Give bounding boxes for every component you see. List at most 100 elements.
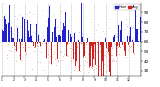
Bar [67, 42, 68, 44]
Bar [118, 25, 119, 42]
Bar [85, 17, 86, 42]
Bar [49, 6, 50, 42]
Bar [112, 42, 113, 58]
Bar [43, 41, 44, 42]
Bar [30, 24, 31, 42]
Bar [109, 42, 110, 72]
Bar [116, 42, 117, 56]
Bar [20, 42, 21, 60]
Bar [9, 5, 10, 42]
Bar [114, 35, 115, 42]
Bar [7, 42, 8, 54]
Bar [65, 12, 66, 42]
Bar [130, 27, 131, 42]
Bar [54, 27, 55, 42]
Bar [120, 30, 121, 42]
Bar [74, 33, 75, 42]
Bar [119, 42, 120, 47]
Bar [70, 34, 71, 42]
Bar [102, 42, 103, 61]
Bar [25, 42, 26, 52]
Bar [125, 42, 126, 56]
Bar [36, 24, 37, 42]
Bar [105, 38, 106, 42]
Bar [73, 42, 74, 59]
Bar [131, 42, 132, 45]
Bar [100, 42, 101, 45]
Bar [87, 37, 88, 42]
Bar [122, 42, 123, 46]
Bar [104, 34, 105, 42]
Bar [129, 36, 130, 42]
Bar [13, 38, 14, 42]
Bar [97, 42, 98, 43]
Bar [16, 42, 17, 51]
Bar [94, 42, 95, 44]
Bar [33, 42, 34, 46]
Bar [92, 42, 93, 67]
Bar [137, 29, 138, 42]
Bar [19, 39, 20, 42]
Bar [4, 15, 5, 42]
Bar [35, 42, 36, 47]
Bar [76, 42, 77, 61]
Bar [38, 35, 39, 42]
Bar [62, 30, 63, 42]
Bar [91, 42, 92, 46]
Bar [86, 42, 87, 43]
Bar [107, 42, 108, 64]
Bar [90, 42, 91, 66]
Bar [124, 42, 125, 51]
Bar [83, 42, 84, 57]
Bar [57, 42, 58, 59]
Bar [113, 37, 114, 42]
Bar [3, 31, 4, 42]
Bar [68, 30, 69, 42]
Bar [133, 42, 134, 53]
Bar [71, 37, 72, 42]
Bar [135, 7, 136, 42]
Bar [77, 42, 78, 66]
Bar [14, 42, 15, 46]
Bar [10, 27, 11, 42]
Bar [136, 29, 137, 42]
Bar [11, 27, 12, 42]
Legend: Hum, Avg: Hum, Avg [114, 4, 139, 10]
Bar [17, 28, 18, 42]
Bar [60, 36, 61, 42]
Bar [51, 42, 52, 64]
Bar [81, 3, 82, 42]
Bar [138, 41, 139, 42]
Bar [101, 42, 102, 85]
Bar [5, 19, 6, 42]
Bar [79, 42, 80, 71]
Bar [127, 36, 128, 42]
Bar [110, 42, 111, 83]
Bar [78, 40, 79, 42]
Bar [21, 39, 22, 42]
Bar [108, 42, 109, 52]
Bar [82, 37, 83, 42]
Bar [59, 35, 60, 42]
Bar [106, 42, 107, 48]
Bar [98, 42, 99, 81]
Bar [95, 42, 96, 65]
Bar [12, 38, 13, 42]
Bar [15, 42, 16, 49]
Bar [89, 42, 90, 67]
Bar [18, 36, 19, 42]
Bar [24, 19, 25, 42]
Bar [121, 21, 122, 42]
Bar [2, 30, 3, 42]
Bar [22, 17, 23, 42]
Bar [140, 17, 141, 42]
Bar [27, 20, 28, 42]
Bar [111, 42, 112, 47]
Bar [117, 42, 118, 46]
Bar [8, 23, 9, 42]
Bar [132, 39, 133, 42]
Bar [96, 42, 97, 51]
Bar [93, 42, 94, 59]
Bar [46, 42, 47, 58]
Bar [88, 42, 89, 66]
